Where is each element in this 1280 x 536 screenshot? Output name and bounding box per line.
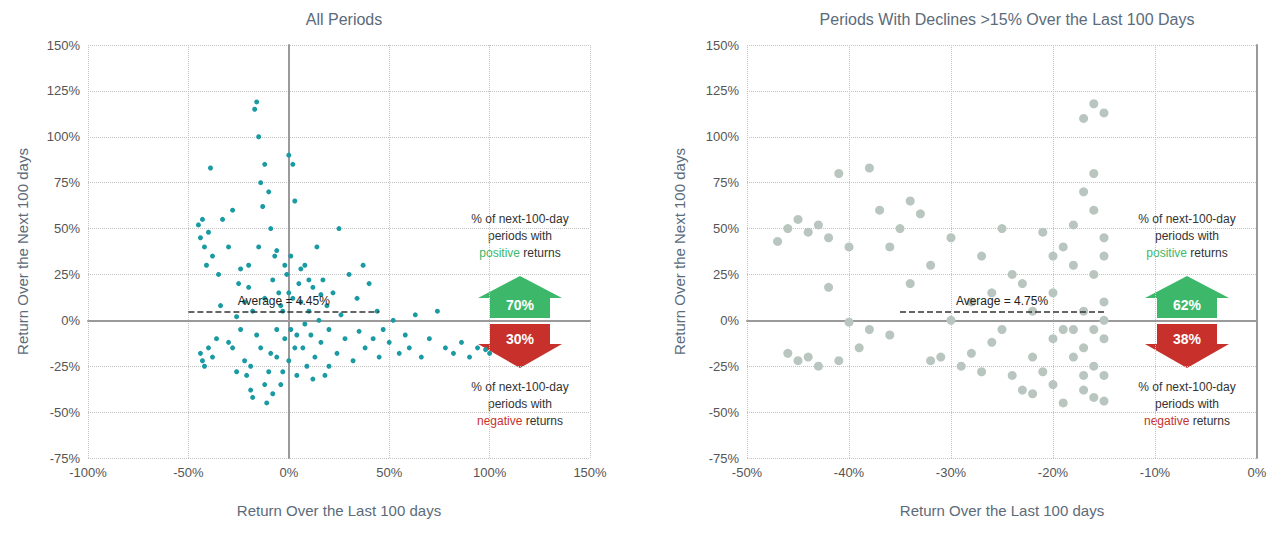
svg-text:-30%: -30% bbox=[936, 465, 967, 480]
svg-text:-10%: -10% bbox=[1140, 465, 1171, 480]
svg-text:125%: 125% bbox=[706, 83, 740, 98]
svg-text:negative: negative bbox=[1144, 414, 1190, 428]
svg-text:150%: 150% bbox=[47, 38, 81, 53]
svg-text:70%: 70% bbox=[506, 297, 535, 313]
svg-text:62%: 62% bbox=[1173, 297, 1202, 313]
svg-text:% of next-100-day: % of next-100-day bbox=[1138, 380, 1235, 394]
svg-text:50%: 50% bbox=[376, 465, 402, 480]
svg-text:0%: 0% bbox=[61, 313, 80, 328]
svg-text:0%: 0% bbox=[1248, 465, 1267, 480]
svg-text:0%: 0% bbox=[279, 465, 298, 480]
svg-text:-75%: -75% bbox=[50, 451, 81, 466]
svg-text:negative: negative bbox=[477, 414, 523, 428]
svg-text:Average = 4.75%: Average = 4.75% bbox=[956, 294, 1049, 308]
svg-text:returns: returns bbox=[523, 246, 560, 260]
svg-text:returns: returns bbox=[526, 414, 563, 428]
svg-text:periods with: periods with bbox=[488, 229, 552, 243]
svg-text:-25%: -25% bbox=[709, 359, 740, 374]
svg-text:-75%: -75% bbox=[709, 451, 740, 466]
svg-text:Periods With Declines >15% Ove: Periods With Declines >15% Over the Last… bbox=[820, 11, 1195, 28]
svg-text:150%: 150% bbox=[573, 465, 607, 480]
svg-text:50%: 50% bbox=[713, 221, 739, 236]
svg-text:100%: 100% bbox=[706, 129, 740, 144]
svg-text:-40%: -40% bbox=[834, 465, 865, 480]
svg-text:positive: positive bbox=[1146, 246, 1187, 260]
svg-text:38%: 38% bbox=[1173, 331, 1202, 347]
svg-text:75%: 75% bbox=[713, 175, 739, 190]
svg-text:50%: 50% bbox=[54, 221, 80, 236]
svg-text:75%: 75% bbox=[54, 175, 80, 190]
svg-text:125%: 125% bbox=[47, 83, 81, 98]
svg-text:Average = 4.45%: Average = 4.45% bbox=[238, 294, 331, 308]
svg-text:returns: returns bbox=[1193, 414, 1230, 428]
svg-text:% of next-100-day: % of next-100-day bbox=[471, 380, 568, 394]
svg-text:25%: 25% bbox=[713, 267, 739, 282]
svg-text:25%: 25% bbox=[54, 267, 80, 282]
svg-text:Return Over the Next 100 days: Return Over the Next 100 days bbox=[14, 148, 31, 355]
svg-text:0%: 0% bbox=[720, 313, 739, 328]
svg-text:Return Over the Last 100 days: Return Over the Last 100 days bbox=[900, 502, 1104, 519]
svg-text:100%: 100% bbox=[473, 465, 507, 480]
svg-text:-100%: -100% bbox=[69, 465, 107, 480]
svg-text:-20%: -20% bbox=[1038, 465, 1069, 480]
svg-text:150%: 150% bbox=[706, 38, 740, 53]
svg-text:All Periods: All Periods bbox=[306, 11, 382, 28]
svg-text:Return Over the Next 100 days: Return Over the Next 100 days bbox=[671, 148, 688, 355]
svg-text:-50%: -50% bbox=[173, 465, 204, 480]
svg-text:30%: 30% bbox=[506, 331, 535, 347]
svg-text:100%: 100% bbox=[47, 129, 81, 144]
svg-text:periods with: periods with bbox=[1155, 397, 1219, 411]
svg-text:-50%: -50% bbox=[50, 405, 81, 420]
svg-text:-50%: -50% bbox=[732, 465, 763, 480]
svg-text:returns: returns bbox=[1190, 246, 1227, 260]
svg-text:-25%: -25% bbox=[50, 359, 81, 374]
svg-text:Return Over the Last 100 days: Return Over the Last 100 days bbox=[237, 502, 441, 519]
svg-text:% of next-100-day: % of next-100-day bbox=[471, 212, 568, 226]
svg-text:% of next-100-day: % of next-100-day bbox=[1138, 212, 1235, 226]
svg-text:-50%: -50% bbox=[709, 405, 740, 420]
svg-text:periods with: periods with bbox=[488, 397, 552, 411]
svg-text:periods with: periods with bbox=[1155, 229, 1219, 243]
svg-text:positive: positive bbox=[479, 246, 520, 260]
